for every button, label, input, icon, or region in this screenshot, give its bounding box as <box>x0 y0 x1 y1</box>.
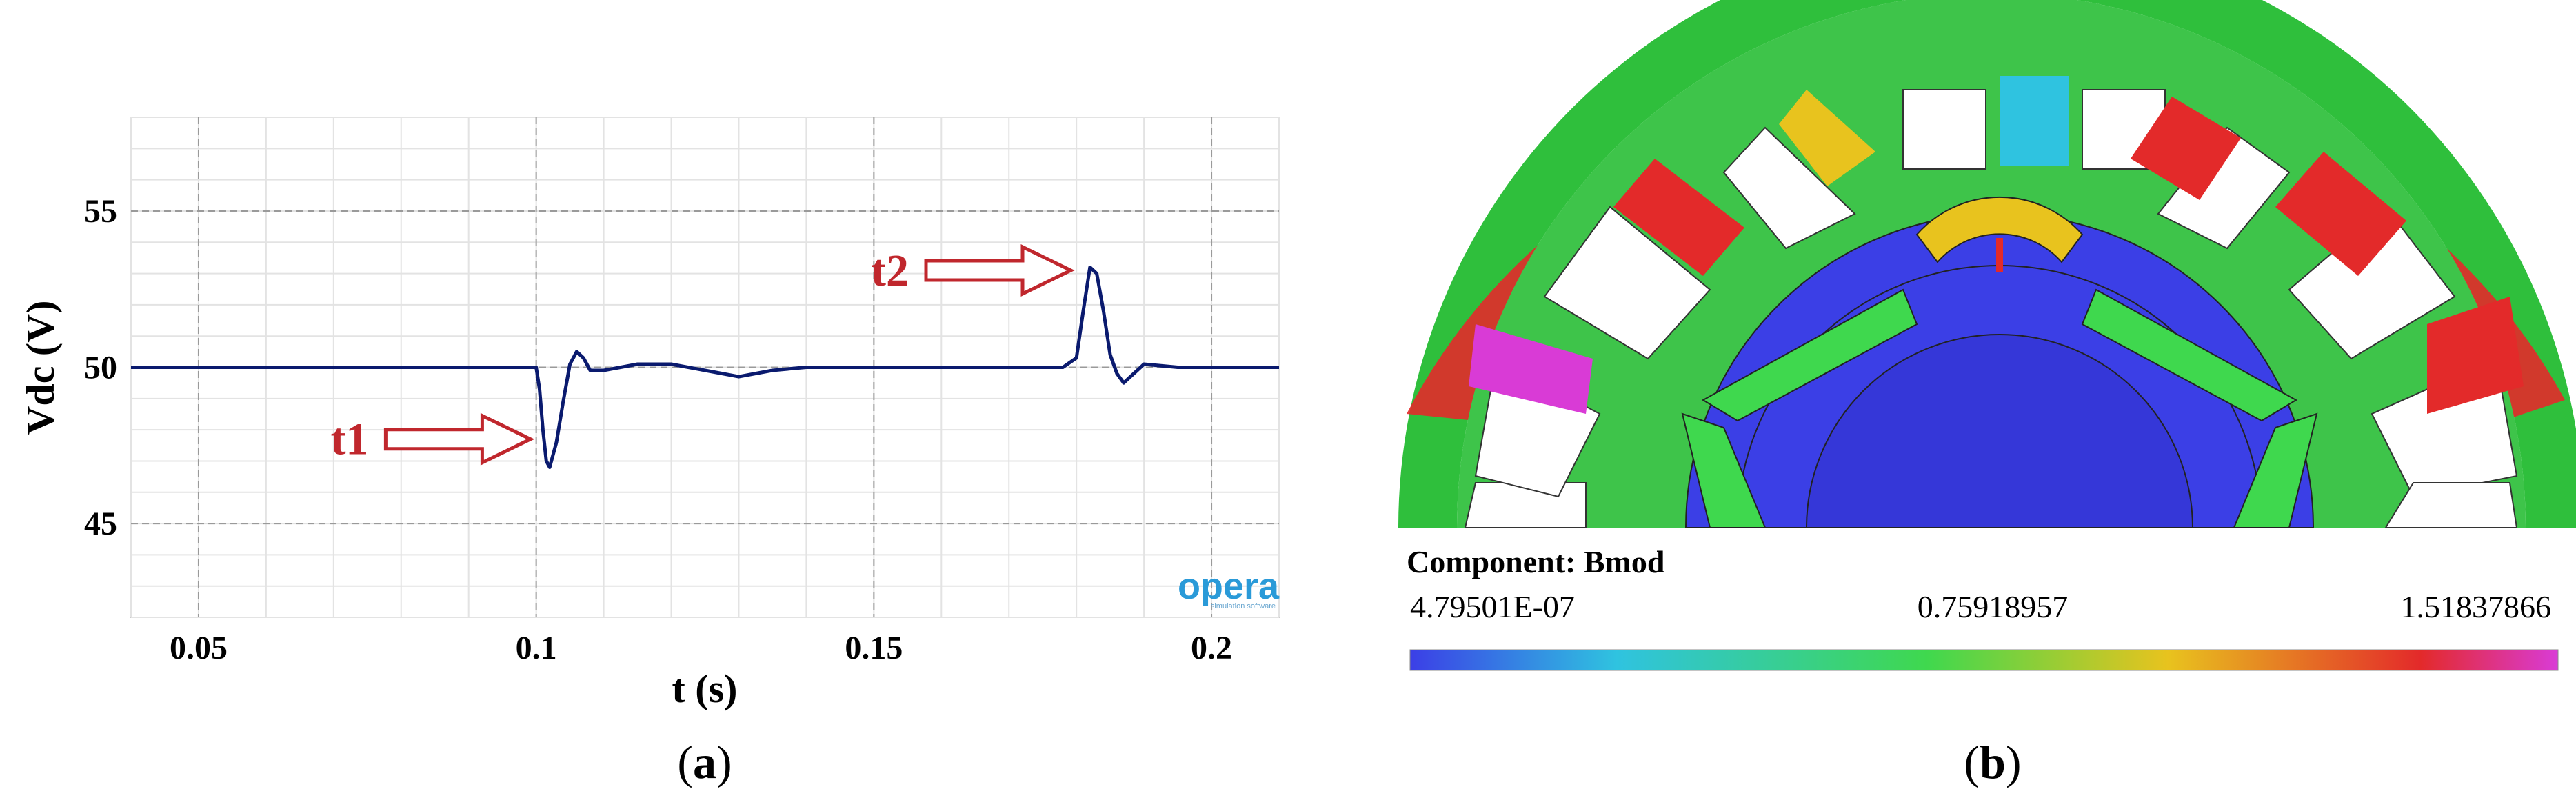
stator-teeth <box>1469 76 2524 414</box>
caption-a: (a) <box>677 736 732 788</box>
annotation-arrow <box>383 412 535 466</box>
y-axis-label: Vdc (V) <box>18 301 63 435</box>
rotor <box>1681 196 2318 528</box>
watermark-brand: opera <box>1178 566 1280 607</box>
x-tick-label: 0.2 <box>1191 630 1232 666</box>
y-tick-label: 55 <box>84 193 117 230</box>
annotation-label: t2 <box>871 246 909 296</box>
colorbar <box>1409 649 2559 671</box>
annotations: t1 t2 <box>330 244 1075 466</box>
axis-ticks: 0.05 0.1 0.15 0.2 45 50 55 <box>84 193 1232 666</box>
watermark-tagline: simulation software <box>1211 602 1276 610</box>
y-tick-label: 45 <box>84 506 117 542</box>
y-tick-label: 50 <box>84 350 117 386</box>
x-tick-label: 0.1 <box>516 630 557 666</box>
opera-watermark: opera simulation software <box>1178 566 1280 610</box>
colorbar-label: Component: Bmod <box>1407 544 1665 579</box>
x-tick-label: 0.15 <box>845 630 903 666</box>
caption-b: (b) <box>1964 736 2021 788</box>
x-tick-label: 0.05 <box>170 630 228 666</box>
annotation-label: t1 <box>330 415 368 465</box>
panel-b-field-plot: Component: Bmod 4.79501E-07 0.75918957 1… <box>1398 0 2576 788</box>
x-axis-label: t (s) <box>672 666 737 711</box>
series-line-vdc <box>131 266 1279 469</box>
colorbar-max-label: 1.51837866 <box>2401 589 2552 624</box>
colorbar-mid-label: 0.75918957 <box>1918 589 2069 624</box>
plot-grid <box>130 117 1280 618</box>
colorbar-min-label: 4.79501E-07 <box>1410 589 1575 624</box>
annotation-arrow <box>924 244 1075 297</box>
